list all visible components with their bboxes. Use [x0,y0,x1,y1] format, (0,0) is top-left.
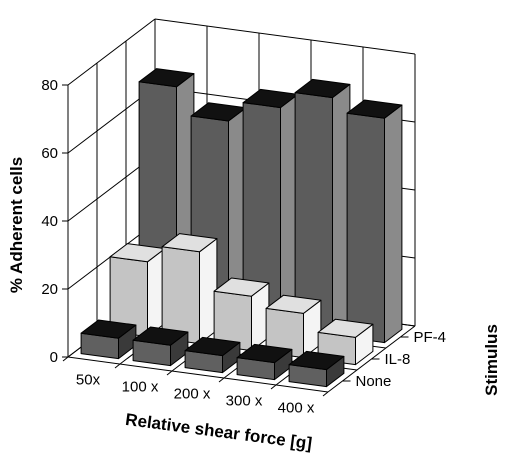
bar-top-face [184,336,241,357]
bar [288,350,345,388]
bar [242,88,299,330]
x-tick-label: 200 x [174,386,211,403]
bar [80,319,137,360]
bar-top-face [265,294,322,314]
bar-front-face [346,112,385,344]
x-tick-label: 100 x [122,379,159,396]
x-tick-label: 300 x [226,393,263,410]
bar [161,233,218,345]
z-tick-label: PF-4 [414,329,447,346]
z-axis-title: Stimulus [482,324,501,396]
bar-top-face [213,277,270,297]
bar-top-face [288,350,345,371]
x-tick-label: 50x [76,372,101,389]
x-tick-mark [166,370,173,376]
y-tick-label: 0 [50,349,58,366]
y-tick-label: 20 [41,281,58,298]
bar [265,294,322,359]
bar [184,336,241,374]
bar [346,99,403,344]
x-tick-mark [322,391,329,397]
bar-top-face [161,233,218,253]
x-tick-label: 400 x [278,400,315,417]
y-tick-label: 80 [41,77,58,94]
y-tick-label: 40 [41,213,58,230]
side-wall-gridline [67,18,156,86]
y-tick-label: 60 [41,145,58,162]
bar-top-face [346,99,403,119]
bar-top-face [80,319,137,339]
bar [294,78,351,337]
z-tick-label: IL-8 [385,351,411,368]
bar [236,343,293,381]
x-tick-mark [114,363,121,369]
bar-top-face [294,78,351,99]
x-tick-mark [218,377,225,383]
z-tick-label: None [356,373,392,390]
bar-top-face [132,326,189,346]
x-tick-mark [62,356,69,362]
x-tick-mark [270,384,277,390]
bar [213,277,270,352]
back-wall-gridline [154,18,416,55]
bar-top-face [317,318,374,338]
bar-side-face [384,104,403,344]
bar [132,326,189,367]
bar-top-face [236,343,293,364]
bars [80,68,403,388]
y-axis-title: % Adherent cells [7,157,26,293]
bar [109,243,166,338]
bar-top-face [138,68,195,88]
floor-gridline-z [67,356,329,393]
